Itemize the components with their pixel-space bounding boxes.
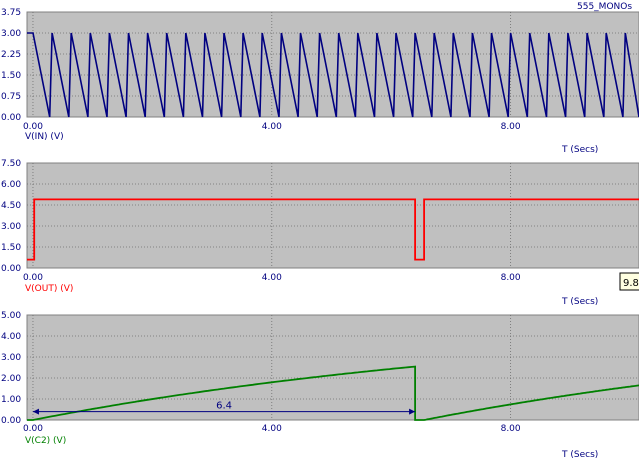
window-title: 555_MONOs bbox=[577, 2, 632, 12]
vin-series-line bbox=[27, 32, 639, 118]
duration-arrow-left-icon bbox=[32, 408, 39, 415]
vin-series-label: V(IN) (V) bbox=[25, 132, 64, 142]
y-tick-label: 1.00 bbox=[1, 395, 21, 405]
x-tick-label: 8.00 bbox=[501, 424, 521, 434]
vout-y-ticks: 0.00 1.50 3.00 4.50 6.00 7.50 bbox=[1, 159, 21, 274]
vin-panel: 0.00 0.75 1.50 2.25 3.00 3.75 0.00 4.00 8.00 V(… bbox=[1, 8, 639, 155]
vout-x-ticks: 0.00 4.00 8.00 bbox=[23, 273, 521, 283]
vc2-series-label: V(C2) (V) bbox=[25, 436, 66, 446]
vc2-series-line bbox=[27, 365, 639, 421]
duration-annotation: 6.4 bbox=[32, 401, 416, 415]
y-tick-label: 4.50 bbox=[1, 201, 21, 211]
duration-label: 6.4 bbox=[216, 401, 232, 412]
y-tick-label: 3.75 bbox=[1, 8, 21, 18]
duration-arrow-right-icon bbox=[409, 408, 416, 415]
y-tick-label: 1.50 bbox=[1, 243, 21, 253]
vout-plot-area[interactable] bbox=[26, 162, 639, 269]
vc2-grid bbox=[27, 315, 639, 420]
y-tick-label: 1.50 bbox=[1, 71, 21, 81]
x-tick-label: 4.00 bbox=[262, 273, 282, 283]
y-tick-label: 0.00 bbox=[1, 416, 21, 426]
vout-series-label: V(OUT) (V) bbox=[25, 284, 73, 294]
vc2-panel: 0.00 1.00 2.00 3.00 4.00 5.00 0.00 4.00 8.00 6.… bbox=[1, 311, 639, 460]
y-tick-label: 0.00 bbox=[1, 264, 21, 274]
vin-y-ticks: 0.00 0.75 1.50 2.25 3.00 3.75 bbox=[1, 8, 21, 123]
vc2-x-axis-label: T (Secs) bbox=[561, 450, 598, 460]
x-tick-label: 0.00 bbox=[23, 122, 43, 132]
vout-panel: 0.00 1.50 3.00 4.50 6.00 7.50 0.00 4.00 8.00 V(… bbox=[1, 159, 639, 307]
vout-series-line bbox=[27, 198, 639, 261]
y-tick-label: 6.00 bbox=[1, 180, 21, 190]
y-tick-label: 2.00 bbox=[1, 374, 21, 384]
y-tick-label: 4.00 bbox=[1, 332, 21, 342]
y-tick-label: 0.00 bbox=[1, 113, 21, 123]
y-tick-label: 5.00 bbox=[1, 311, 21, 321]
x-tick-label: 4.00 bbox=[262, 122, 282, 132]
x-tick-label: 8.00 bbox=[501, 122, 521, 132]
vout-grid bbox=[27, 163, 639, 268]
y-tick-label: 3.00 bbox=[1, 29, 21, 39]
vout-x-axis-label: T (Secs) bbox=[561, 297, 598, 307]
vin-grid bbox=[27, 12, 639, 117]
y-tick-label: 0.75 bbox=[1, 92, 21, 102]
vc2-x-ticks: 0.00 4.00 8.00 bbox=[23, 424, 521, 434]
y-tick-label: 2.25 bbox=[1, 50, 21, 60]
y-tick-label: 3.00 bbox=[1, 222, 21, 232]
x-tick-label: 0.00 bbox=[23, 273, 43, 283]
x-tick-label: 8.00 bbox=[501, 273, 521, 283]
x-tick-label: 4.00 bbox=[262, 424, 282, 434]
y-tick-label: 7.50 bbox=[1, 159, 21, 169]
cursor-readout: 9.8 bbox=[619, 272, 639, 291]
vc2-y-ticks: 0.00 1.00 2.00 3.00 4.00 5.00 bbox=[1, 311, 21, 426]
vin-x-axis-label: T (Secs) bbox=[561, 145, 598, 155]
cursor-readout-value: 9.8 bbox=[623, 278, 639, 289]
vin-x-ticks: 0.00 4.00 8.00 bbox=[23, 122, 521, 132]
x-tick-label: 0.00 bbox=[23, 424, 43, 434]
y-tick-label: 3.00 bbox=[1, 353, 21, 363]
